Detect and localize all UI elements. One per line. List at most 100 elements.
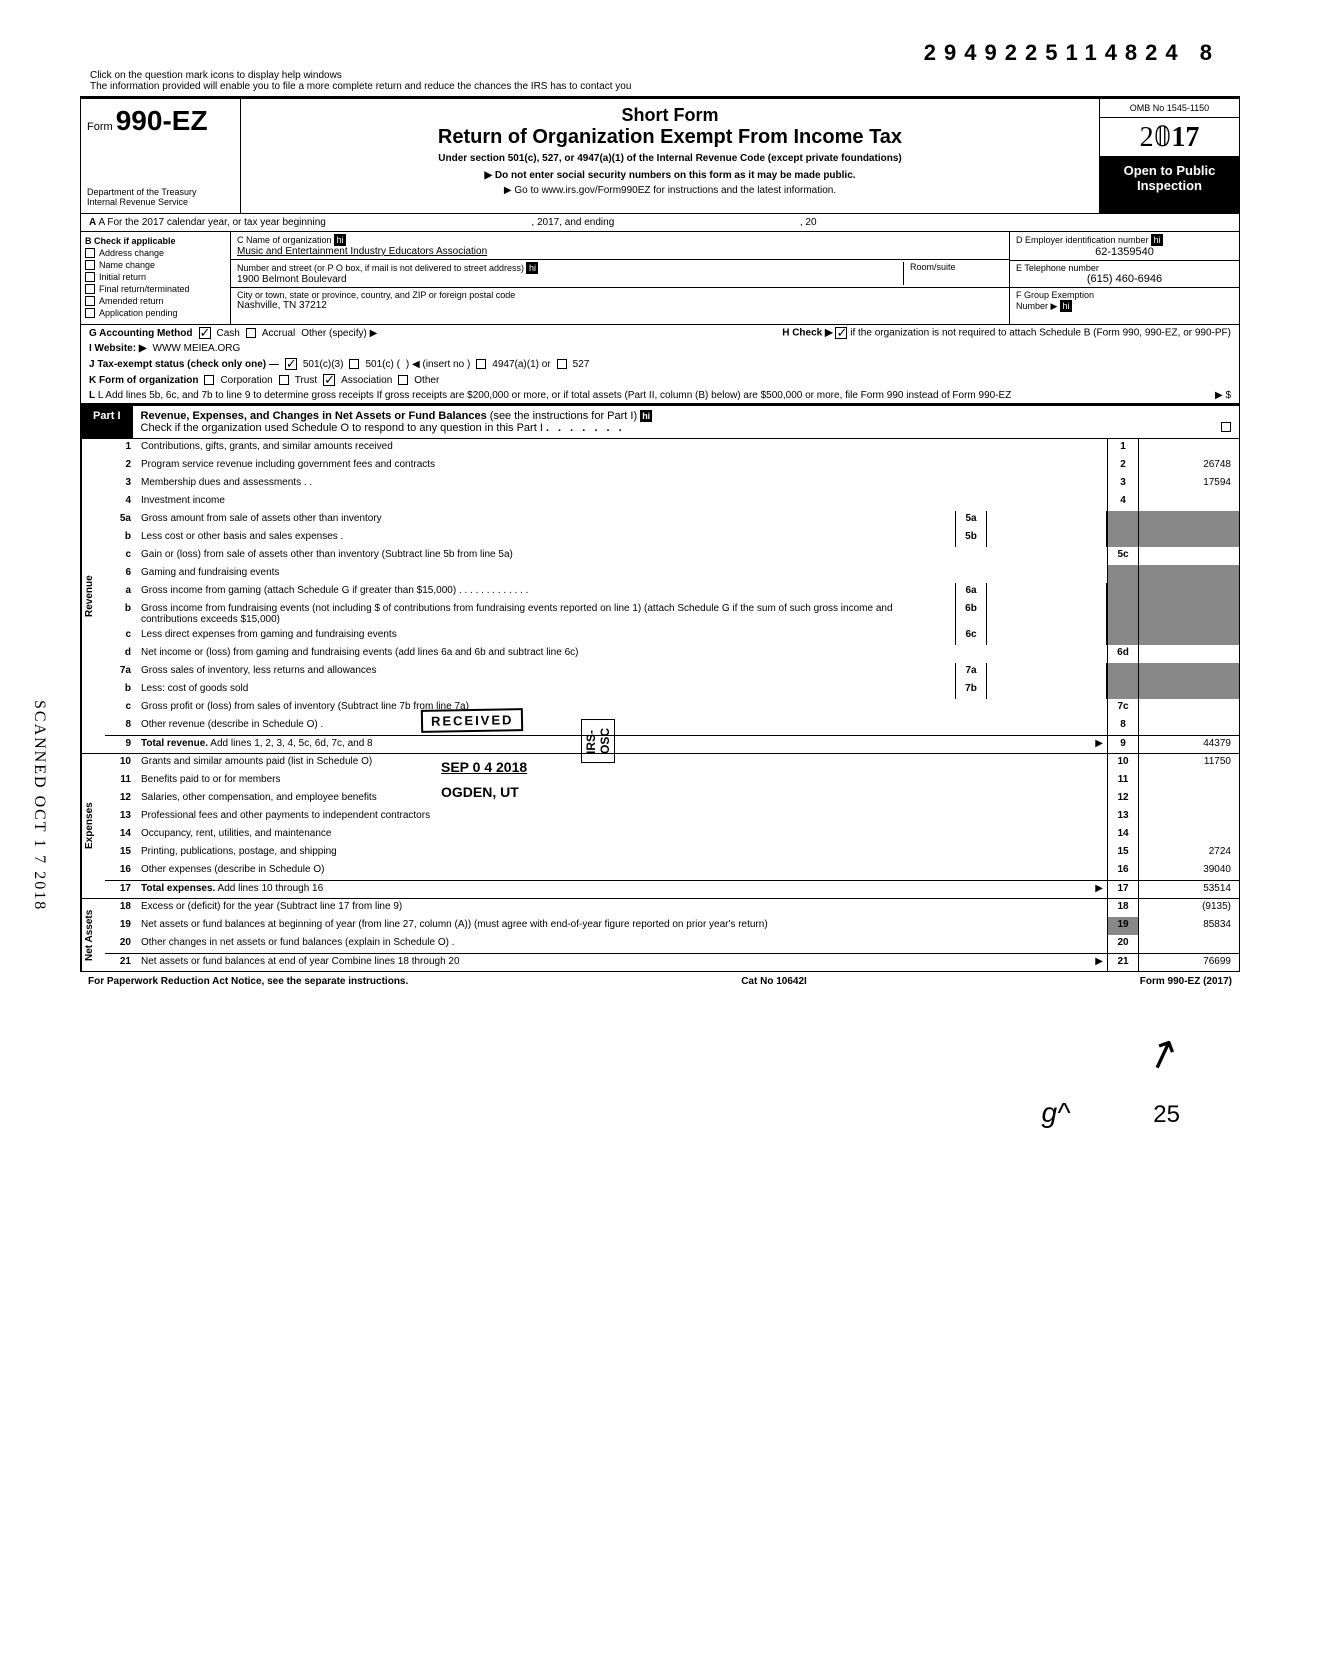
- mid-line-value: [987, 627, 1107, 645]
- line-number: d: [105, 645, 137, 663]
- end-line-number: [1107, 583, 1139, 601]
- end-line-number: 3: [1107, 475, 1139, 493]
- check-name-change[interactable]: Name change: [85, 260, 226, 270]
- end-line-value: [1139, 601, 1239, 627]
- help-icon[interactable]: hi: [526, 262, 538, 274]
- form-header: Form 990-EZ Department of the Treasury I…: [80, 97, 1240, 214]
- line-description: Net assets or fund balances at beginning…: [137, 917, 1107, 935]
- checkbox-h[interactable]: [835, 327, 847, 339]
- org-name: Music and Entertainment Industry Educato…: [237, 246, 1003, 257]
- end-line-value: (9135): [1139, 899, 1239, 917]
- checkbox-schedule-o[interactable]: [1221, 422, 1231, 432]
- mid-line-number: 6c: [955, 627, 987, 645]
- dept-treasury: Department of the Treasury: [87, 187, 234, 197]
- footer-paperwork: For Paperwork Reduction Act Notice, see …: [88, 976, 408, 987]
- header-right-box: OMB No 1545-1150 2𝟘17 Open to Public Ins…: [1099, 99, 1239, 213]
- label-address: Number and street (or P O box, if mail i…: [237, 263, 524, 273]
- check-final-return[interactable]: Final return/terminated: [85, 284, 226, 294]
- mid-line-number: 6a: [955, 583, 987, 601]
- checkbox-corp[interactable]: [204, 375, 214, 385]
- footer-cat-no: Cat No 10642I: [741, 976, 807, 987]
- irs-link: ▶ Go to www.irs.gov/Form990EZ for instru…: [251, 185, 1089, 196]
- checkbox-cash[interactable]: [199, 327, 211, 339]
- table-row: 3Membership dues and assessments . .3175…: [105, 475, 1239, 493]
- check-initial-return[interactable]: Initial return: [85, 272, 226, 282]
- end-line-value: [1139, 699, 1239, 717]
- end-line-number: 15: [1107, 844, 1139, 862]
- line-number: 2: [105, 457, 137, 475]
- end-line-number: 6d: [1107, 645, 1139, 663]
- checkbox-501c3[interactable]: [285, 358, 297, 370]
- line-description: Salaries, other compensation, and employ…: [137, 790, 1107, 808]
- table-row: 11Benefits paid to or for members11: [105, 772, 1239, 790]
- table-row: bLess cost or other basis and sales expe…: [105, 529, 1239, 547]
- checkbox-527[interactable]: [557, 359, 567, 369]
- end-line-number: 14: [1107, 826, 1139, 844]
- check-application-pending[interactable]: Application pending: [85, 308, 226, 318]
- checkbox-assoc[interactable]: [323, 374, 335, 386]
- end-line-value: [1139, 645, 1239, 663]
- line-number: 12: [105, 790, 137, 808]
- end-line-number: [1107, 565, 1139, 583]
- net-assets-side-label: Net Assets: [81, 899, 105, 971]
- end-line-value: [1139, 493, 1239, 511]
- expenses-side-label: Expenses: [81, 754, 105, 898]
- checkbox-trust[interactable]: [279, 375, 289, 385]
- line-description: Investment income: [137, 493, 1107, 511]
- line-number: 18: [105, 899, 137, 917]
- ein-value: 62-1359540: [1016, 246, 1233, 258]
- line-description: Gross income from gaming (attach Schedul…: [137, 583, 955, 601]
- end-line-number: [1107, 681, 1139, 699]
- part-i-title: Revenue, Expenses, and Changes in Net As…: [141, 410, 487, 422]
- help-icon[interactable]: hi: [640, 410, 652, 422]
- net-assets-table: Net Assets 18Excess or (deficit) for the…: [80, 899, 1240, 972]
- line-description: Printing, publications, postage, and shi…: [137, 844, 1107, 862]
- line-description: Net income or (loss) from gaming and fun…: [137, 645, 1107, 663]
- help-icon[interactable]: hi: [1151, 234, 1163, 246]
- end-line-number: 19: [1107, 917, 1139, 935]
- table-row: 17Total expenses. Add lines 10 through 1…: [105, 880, 1239, 898]
- table-row: 6Gaming and fundraising events: [105, 565, 1239, 583]
- end-line-number: 21: [1107, 954, 1139, 971]
- form-number-box: Form 990-EZ Department of the Treasury I…: [81, 99, 241, 213]
- revenue-side-label: Revenue: [81, 439, 105, 753]
- line-description: Benefits paid to or for members: [137, 772, 1107, 790]
- end-line-number: [1107, 529, 1139, 547]
- end-line-number: 13: [1107, 808, 1139, 826]
- form-title-box: Short Form Return of Organization Exempt…: [241, 99, 1099, 213]
- end-line-number: 16: [1107, 862, 1139, 880]
- end-line-value: [1139, 547, 1239, 565]
- line-description: Net assets or fund balances at end of ye…: [137, 954, 1107, 971]
- help-icon[interactable]: hi: [1060, 300, 1072, 312]
- check-address-change[interactable]: Address change: [85, 248, 226, 258]
- checkbox-4947[interactable]: [476, 359, 486, 369]
- end-line-value: 44379: [1139, 736, 1239, 753]
- end-line-value: 53514: [1139, 881, 1239, 898]
- table-row: 16Other expenses (describe in Schedule O…: [105, 862, 1239, 880]
- end-line-number: [1107, 601, 1139, 627]
- end-line-number: 2: [1107, 457, 1139, 475]
- check-amended-return[interactable]: Amended return: [85, 296, 226, 306]
- checkbox-other[interactable]: [398, 375, 408, 385]
- table-row: dNet income or (loss) from gaming and fu…: [105, 645, 1239, 663]
- line-a-tax-year: A A For the 2017 calendar year, or tax y…: [80, 214, 1240, 232]
- mid-line-value: [987, 583, 1107, 601]
- form-subtitle: Under section 501(c), 527, or 4947(a)(1)…: [251, 153, 1089, 164]
- end-line-number: [1107, 663, 1139, 681]
- end-line-value: [1139, 627, 1239, 645]
- tax-year: 2𝟘17: [1100, 118, 1239, 157]
- scanned-stamp-side: SCANNED OCT 1 7 2018: [30, 700, 48, 911]
- end-line-value: [1139, 935, 1239, 953]
- table-row: 8Other revenue (describe in Schedule O) …: [105, 717, 1239, 735]
- checkbox-501c[interactable]: [349, 359, 359, 369]
- checkbox-accrual[interactable]: [246, 328, 256, 338]
- line-description: Excess or (deficit) for the year (Subtra…: [137, 899, 1107, 917]
- mid-line-number: 5b: [955, 529, 987, 547]
- mid-line-value: [987, 601, 1107, 627]
- line-number: 4: [105, 493, 137, 511]
- help-icon[interactable]: hi: [334, 234, 346, 246]
- line-description: Total expenses. Add lines 10 through 16 …: [137, 881, 1107, 898]
- line-description: Less cost or other basis and sales expen…: [137, 529, 955, 547]
- end-line-value: [1139, 529, 1239, 547]
- label-d-ein: D Employer identification number: [1016, 235, 1149, 245]
